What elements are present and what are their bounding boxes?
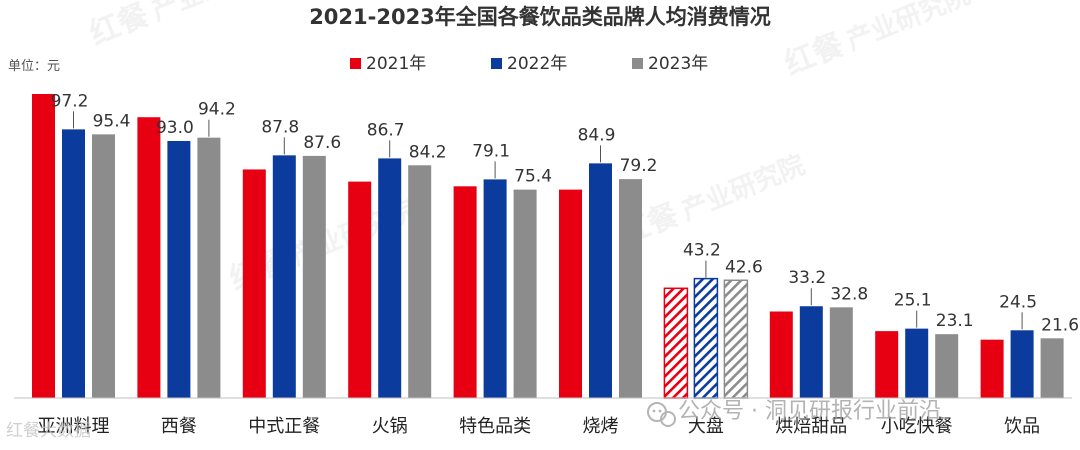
data-label-2022-9: 24.5 — [999, 292, 1037, 312]
bar-2022-1 — [167, 140, 191, 398]
data-label-2022-1: 93.0 — [156, 118, 194, 138]
watermark-text: 产业研究院 — [147, 0, 279, 27]
bar-2021-5 — [559, 189, 582, 398]
data-label-2023-2: 87.6 — [303, 133, 341, 153]
bar-2022-3 — [378, 158, 402, 398]
bar-2021-8 — [875, 331, 899, 398]
bar-2023-0 — [92, 134, 115, 398]
bar-2023-1 — [197, 137, 221, 398]
bar-2022-0 — [62, 129, 85, 398]
footer-watermark: 公众号 · 洞见研报行业前沿 红餐大数据 — [6, 399, 941, 441]
data-label-2022-7: 33.2 — [788, 268, 826, 288]
chart-title: 2021-2023年全国各餐饮品类品牌人均消费情况 — [309, 5, 771, 29]
bar-2022-7 — [799, 306, 823, 398]
bar-2022-9 — [1010, 330, 1034, 398]
bar-2022-5 — [589, 163, 612, 398]
data-label-2022-3: 86.7 — [367, 120, 405, 140]
bar-2021-4 — [453, 186, 477, 398]
x-tick-label-6: 大盘 — [688, 416, 724, 437]
data-label-2023-4: 75.4 — [514, 167, 552, 187]
x-tick-label-3: 火锅 — [372, 416, 408, 437]
watermark-brand: 红餐 — [85, 0, 155, 52]
bar-2022-4 — [483, 179, 507, 398]
legend: 2021年 2022年 2023年 — [350, 54, 708, 74]
x-tick-label-8: 小吃快餐 — [881, 416, 953, 437]
data-label-2023-5: 79.2 — [620, 156, 658, 176]
unit-label: 单位：元 — [8, 59, 60, 74]
legend-swatch-2022 — [491, 58, 502, 69]
data-label-2022-8: 25.1 — [894, 291, 932, 311]
footer-text: 公众号 · 洞见研报行业前沿 — [678, 399, 941, 424]
bar-2021-1 — [137, 117, 161, 399]
x-tick-label-5: 烧烤 — [583, 416, 619, 437]
bar-2021-3 — [348, 181, 372, 398]
corner-text: 红餐大数据 — [6, 421, 91, 441]
data-label-2023-9: 21.6 — [1041, 315, 1079, 335]
legend-label-2023: 2023年 — [648, 54, 708, 74]
bar-2023-6 — [723, 279, 749, 399]
data-label-2023-0: 95.4 — [93, 111, 131, 131]
bar-2021-9 — [980, 339, 1004, 398]
wechat-icon — [647, 402, 676, 427]
data-label-2023-3: 84.2 — [409, 142, 447, 162]
data-label-2023-7: 32.8 — [830, 284, 868, 304]
watermark-brand: 红餐 — [780, 27, 850, 82]
bar-2021-7 — [769, 311, 793, 398]
bar-2023-4 — [513, 189, 537, 398]
data-label-2022-2: 87.8 — [261, 117, 299, 137]
bar-2023-2 — [302, 155, 326, 398]
data-label-2022-0: 97.2 — [51, 91, 89, 111]
data-label-2022-6: 43.2 — [683, 241, 721, 261]
bar-2021-2 — [242, 169, 266, 398]
bar-2023-8 — [935, 334, 959, 398]
bar-2023-7 — [829, 307, 853, 398]
bar-2021-6 — [663, 287, 689, 399]
data-label-2023-6: 42.6 — [725, 257, 763, 277]
watermark-text: 产业研究院 — [677, 149, 809, 226]
legend-swatch-2023 — [632, 58, 643, 69]
x-tick-label-4: 特色品类 — [459, 416, 531, 437]
watermark-text: 产业研究院 — [842, 0, 974, 57]
legend-swatch-2021 — [350, 58, 361, 69]
data-label-2022-4: 79.1 — [472, 141, 510, 161]
x-tick-label-7: 烘焙甜品 — [775, 416, 847, 437]
bar-2022-8 — [905, 328, 929, 398]
legend-label-2022: 2022年 — [507, 54, 567, 74]
bar-2023-9 — [1040, 338, 1064, 398]
plot-area: 97.295.4 93.094.2 87.887.6 86.784.2 79.175.4… — [32, 91, 1079, 399]
x-tick-label-2: 中式正餐 — [248, 416, 320, 437]
bar-2023-3 — [408, 165, 432, 398]
bar-2023-5 — [619, 179, 642, 398]
bar-2022-2 — [272, 155, 296, 398]
x-tick-label-1: 西餐 — [161, 416, 197, 437]
legend-label-2021: 2021年 — [366, 54, 426, 74]
data-label-2022-5: 84.9 — [578, 125, 616, 145]
bar-2022-6 — [693, 277, 719, 399]
data-label-2023-1: 94.2 — [198, 100, 236, 120]
x-tick-label-0: 亚洲料理 — [38, 416, 110, 437]
bar-2021-0 — [32, 94, 55, 398]
x-tick-labels: 亚洲料理 西餐 中式正餐 火锅 特色品类 烧烤 大盘 烘焙甜品 小吃快餐 饮品 — [38, 416, 1041, 437]
x-tick-label-9: 饮品 — [1004, 416, 1040, 437]
data-label-2023-8: 23.1 — [936, 311, 974, 331]
